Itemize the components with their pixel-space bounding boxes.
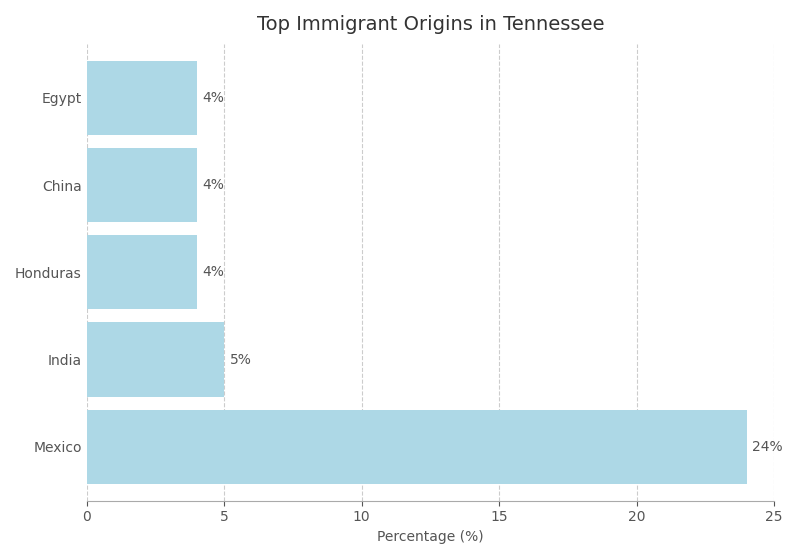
Title: Top Immigrant Origins in Tennessee: Top Immigrant Origins in Tennessee — [257, 15, 604, 34]
Bar — [86, 323, 224, 396]
Text: 5%: 5% — [230, 353, 251, 367]
Text: 24%: 24% — [752, 440, 783, 454]
Bar — [86, 148, 197, 222]
Bar — [86, 235, 197, 309]
Text: 4%: 4% — [202, 266, 224, 280]
Bar — [86, 410, 746, 484]
Text: 4%: 4% — [202, 91, 224, 105]
Text: 4%: 4% — [202, 178, 224, 192]
X-axis label: Percentage (%): Percentage (%) — [377, 530, 484, 544]
Bar — [86, 61, 197, 135]
